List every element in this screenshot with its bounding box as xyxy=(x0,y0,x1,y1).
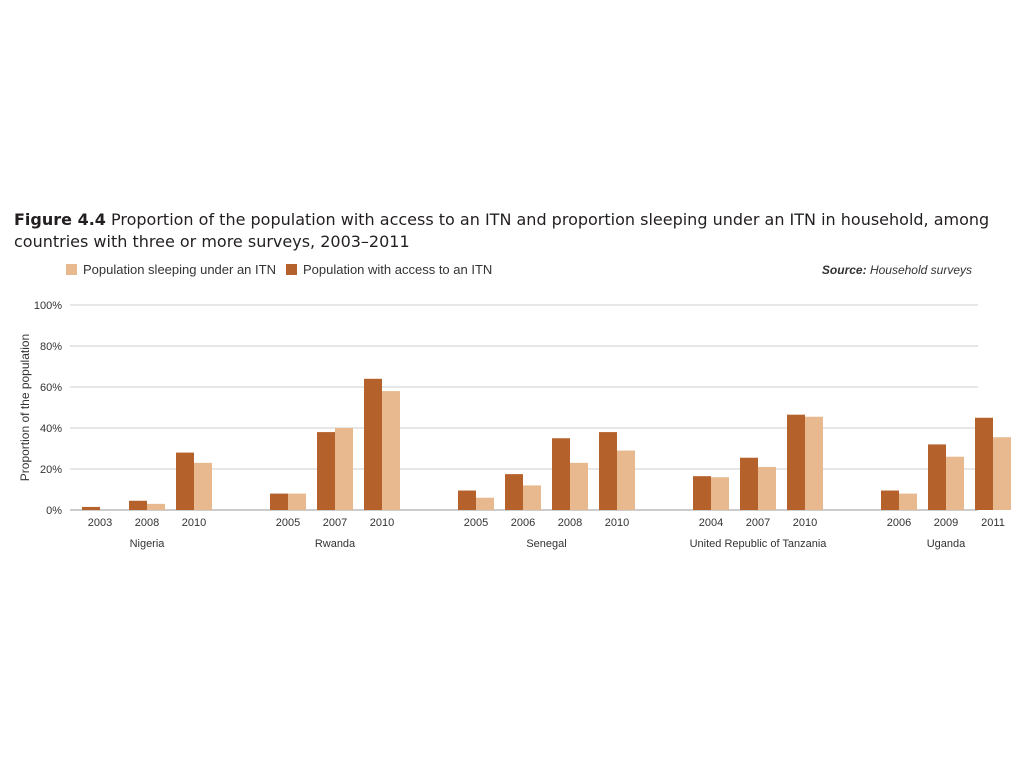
bar-sleeping xyxy=(570,462,588,510)
bar-access xyxy=(129,500,147,510)
bar-sleeping xyxy=(711,477,729,510)
legend-label-access: Population with access to an ITN xyxy=(302,262,493,277)
x-tick-label: 2010 xyxy=(370,517,394,529)
source-label: Source: xyxy=(821,263,867,277)
figure-title-text: Proportion of the population with access… xyxy=(14,210,990,251)
bar-chart: 0% 20% 40% 60% 80% 100% Proportion of the popu… xyxy=(18,300,1011,550)
bar-access xyxy=(270,493,288,510)
bar-access xyxy=(975,417,993,510)
x-tick-label: 2005 xyxy=(464,517,488,529)
source-text: Household surveys xyxy=(869,263,972,277)
x-tick-label: 2010 xyxy=(182,517,206,529)
bar-access xyxy=(787,414,805,510)
country-label: Nigeria xyxy=(130,538,166,550)
source-note: Source: Household surveys xyxy=(822,263,972,277)
x-tick-label: 2005 xyxy=(276,517,300,529)
x-tick-label: 2009 xyxy=(934,517,958,529)
bar-access xyxy=(82,506,100,510)
figure-label: Figure 4.4 xyxy=(14,210,106,229)
country-label: Rwanda xyxy=(315,538,356,550)
bar-access xyxy=(552,438,570,510)
y-tick-label: 60% xyxy=(40,382,62,394)
legend-label-sleeping: Population sleeping under an ITN xyxy=(83,262,276,277)
bar-access xyxy=(928,444,946,510)
bar-access xyxy=(458,490,476,510)
legend-swatch-sleeping xyxy=(66,264,77,275)
x-tick-label: 2006 xyxy=(511,517,535,529)
x-tick-label: 2004 xyxy=(699,517,723,529)
bar-sleeping xyxy=(617,450,635,510)
y-tick-label: 0% xyxy=(46,505,62,517)
x-tick-label: 2010 xyxy=(793,517,817,529)
x-tick-label: 2010 xyxy=(605,517,629,529)
bar-sleeping xyxy=(805,416,823,510)
legend: Population sleeping under an ITN Populat… xyxy=(66,262,502,277)
bar-sleeping xyxy=(899,493,917,510)
bar-sleeping xyxy=(758,466,776,510)
bar-sleeping xyxy=(147,503,165,510)
bar-sleeping xyxy=(523,485,541,510)
bar-access xyxy=(881,490,899,510)
y-tick-label: 80% xyxy=(40,341,62,353)
bar-sleeping xyxy=(382,391,400,510)
x-tick-label: 2011 xyxy=(981,517,1005,529)
bar-sleeping xyxy=(194,462,212,510)
bar-sleeping xyxy=(476,497,494,510)
figure-title: Figure 4.4 Proportion of the population … xyxy=(14,209,1018,253)
legend-item-access: Population with access to an ITN xyxy=(285,262,493,277)
x-tick-label: 2003 xyxy=(88,517,112,529)
y-tick-label: 40% xyxy=(40,423,62,435)
country-label: Senegal xyxy=(526,538,566,550)
bar-access xyxy=(505,474,523,510)
bar-access xyxy=(693,476,711,510)
y-axis-label: Proportion of the population xyxy=(18,334,32,481)
bar-sleeping xyxy=(288,493,306,510)
legend-swatch-access xyxy=(285,264,297,275)
bar-sleeping xyxy=(946,456,964,510)
bar-access xyxy=(364,378,382,510)
country-label: Uganda xyxy=(927,538,966,550)
bar-access xyxy=(740,457,758,510)
x-tick-label: 2007 xyxy=(323,517,347,529)
bar-access xyxy=(317,432,335,510)
y-tick-label: 20% xyxy=(40,464,62,476)
bar-access xyxy=(176,452,194,510)
x-tick-label: 2008 xyxy=(135,517,159,529)
bar-access xyxy=(599,432,617,510)
bar-sleeping xyxy=(993,437,1011,510)
x-tick-label: 2008 xyxy=(558,517,582,529)
y-tick-label: 100% xyxy=(34,300,62,312)
x-tick-label: 2007 xyxy=(746,517,770,529)
bar-sleeping xyxy=(335,428,353,510)
x-tick-label: 2006 xyxy=(887,517,911,529)
legend-item-sleeping: Population sleeping under an ITN xyxy=(66,262,276,277)
country-label: United Republic of Tanzania xyxy=(690,538,828,550)
